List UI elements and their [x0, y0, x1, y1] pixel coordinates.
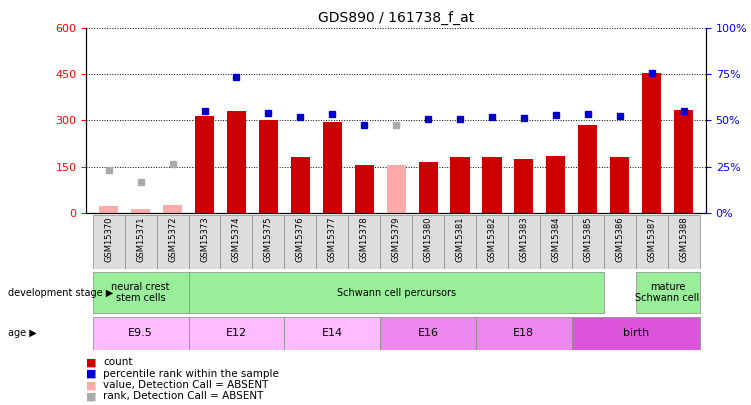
Bar: [99, 206, 119, 213]
Text: E14: E14: [321, 328, 343, 338]
Text: GSM15388: GSM15388: [679, 216, 688, 262]
Bar: [572, 215, 604, 269]
Bar: [540, 215, 572, 269]
Bar: [221, 215, 252, 269]
Text: percentile rank within the sample: percentile rank within the sample: [103, 369, 279, 379]
Text: GSM15387: GSM15387: [647, 216, 656, 262]
Bar: [642, 73, 661, 213]
Text: ■: ■: [86, 392, 97, 401]
Bar: [508, 215, 540, 269]
Bar: [259, 121, 278, 213]
Bar: [380, 215, 412, 269]
Bar: [546, 156, 566, 213]
Bar: [444, 215, 476, 269]
Bar: [291, 158, 310, 213]
Text: GSM15378: GSM15378: [360, 216, 369, 262]
Text: GSM15384: GSM15384: [551, 216, 560, 262]
Text: E18: E18: [514, 328, 535, 338]
Bar: [163, 205, 182, 213]
Text: E12: E12: [226, 328, 247, 338]
Text: rank, Detection Call = ABSENT: rank, Detection Call = ABSENT: [103, 392, 264, 401]
Bar: [476, 215, 508, 269]
Bar: [668, 215, 699, 269]
Bar: [572, 317, 699, 350]
Bar: [451, 158, 469, 213]
Bar: [578, 125, 597, 213]
Bar: [131, 209, 150, 213]
Bar: [93, 317, 189, 350]
Bar: [316, 215, 348, 269]
Bar: [482, 158, 502, 213]
Text: GSM15386: GSM15386: [615, 216, 624, 262]
Bar: [635, 215, 668, 269]
Text: Schwann cell percursors: Schwann cell percursors: [336, 288, 456, 298]
Text: GSM15376: GSM15376: [296, 216, 305, 262]
Title: GDS890 / 161738_f_at: GDS890 / 161738_f_at: [318, 11, 475, 25]
Bar: [195, 116, 214, 213]
Bar: [157, 215, 189, 269]
Text: GSM15373: GSM15373: [200, 216, 209, 262]
Text: GSM15370: GSM15370: [104, 216, 113, 262]
Text: E16: E16: [418, 328, 439, 338]
Text: GSM15380: GSM15380: [424, 216, 433, 262]
Bar: [348, 215, 380, 269]
Bar: [674, 110, 693, 213]
Bar: [189, 317, 285, 350]
Bar: [635, 272, 699, 313]
Text: ■: ■: [86, 380, 97, 390]
Bar: [604, 215, 635, 269]
Bar: [227, 111, 246, 213]
Bar: [189, 215, 221, 269]
Bar: [354, 165, 374, 213]
Bar: [387, 165, 406, 213]
Bar: [476, 317, 572, 350]
Text: GSM15371: GSM15371: [136, 216, 145, 262]
Bar: [418, 162, 438, 213]
Bar: [189, 272, 604, 313]
Text: count: count: [103, 358, 132, 367]
Bar: [285, 215, 316, 269]
Bar: [610, 158, 629, 213]
Text: ■: ■: [86, 358, 97, 367]
Bar: [93, 215, 125, 269]
Text: age ▶: age ▶: [8, 328, 36, 338]
Text: value, Detection Call = ABSENT: value, Detection Call = ABSENT: [103, 380, 268, 390]
Bar: [323, 122, 342, 213]
Bar: [252, 215, 285, 269]
Text: GSM15377: GSM15377: [327, 216, 336, 262]
Bar: [93, 272, 189, 313]
Text: GSM15375: GSM15375: [264, 216, 273, 262]
Bar: [514, 159, 533, 213]
Text: development stage ▶: development stage ▶: [8, 288, 113, 298]
Text: birth: birth: [623, 328, 649, 338]
Text: GSM15374: GSM15374: [232, 216, 241, 262]
Text: ■: ■: [86, 369, 97, 379]
Text: E9.5: E9.5: [128, 328, 153, 338]
Text: GSM15382: GSM15382: [487, 216, 496, 262]
Text: GSM15372: GSM15372: [168, 216, 177, 262]
Text: GSM15379: GSM15379: [392, 216, 400, 262]
Bar: [412, 215, 444, 269]
Text: GSM15381: GSM15381: [456, 216, 465, 262]
Text: GSM15385: GSM15385: [584, 216, 593, 262]
Bar: [125, 215, 157, 269]
Bar: [285, 317, 380, 350]
Bar: [380, 317, 476, 350]
Text: neural crest
stem cells: neural crest stem cells: [111, 282, 170, 303]
Text: mature
Schwann cell: mature Schwann cell: [635, 282, 700, 303]
Text: GSM15383: GSM15383: [520, 216, 529, 262]
